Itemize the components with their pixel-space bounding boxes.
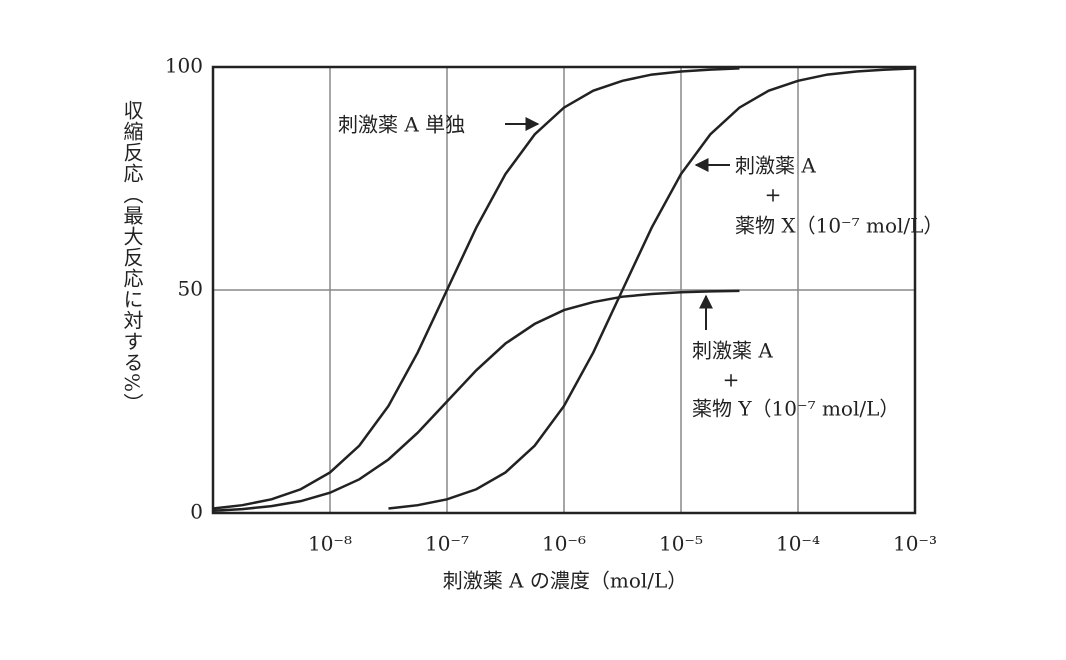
x-tick-label: 10⁻⁷	[425, 532, 469, 556]
annotation: +	[765, 183, 782, 207]
annotation: 薬物 Y（10⁻⁷ mol/L）	[692, 397, 899, 421]
annotation: 刺激薬 A	[735, 154, 816, 178]
curve	[212, 67, 740, 510]
annotation: 薬物 X（10⁻⁷ mol/L）	[735, 214, 943, 238]
y-tick-label: 100	[165, 54, 203, 78]
annotation: 刺激薬 A 単独	[338, 113, 465, 137]
y-tick-label: 0	[190, 500, 203, 524]
y-tick-label: 50	[178, 277, 203, 301]
x-tick-label: 10⁻⁴	[776, 532, 820, 556]
x-tick-label: 10⁻⁶	[542, 532, 586, 556]
annotation: +	[723, 368, 740, 392]
curve	[388, 67, 916, 510]
curve	[212, 289, 740, 513]
x-tick-label: 10⁻⁸	[308, 532, 352, 556]
plot-frame	[211, 65, 917, 515]
x-axis-label: 刺激薬 A の濃度（mol/L）	[443, 569, 688, 593]
x-tick-label: 10⁻⁵	[659, 532, 703, 556]
annotation: 刺激薬 A	[692, 339, 773, 363]
x-tick-label: 10⁻³	[893, 532, 937, 556]
y-axis-label: 収縮反応（最大反応に対する%）	[120, 100, 144, 415]
